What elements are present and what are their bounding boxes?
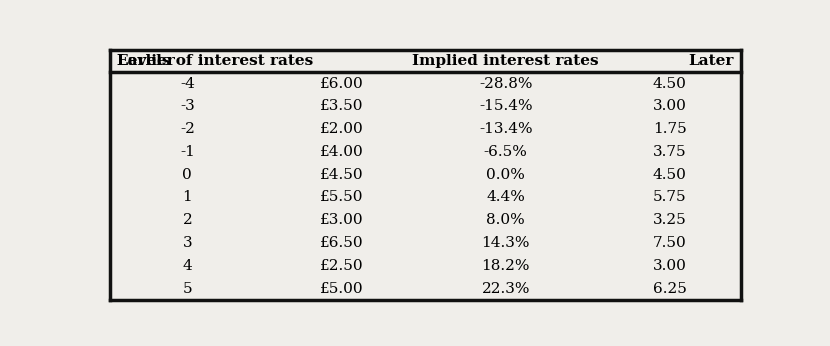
Text: 3: 3	[183, 236, 193, 250]
Text: 6.25: 6.25	[653, 282, 686, 295]
Text: 1: 1	[183, 191, 193, 204]
Text: -3: -3	[180, 99, 195, 113]
Text: 0.0%: 0.0%	[486, 168, 525, 182]
Text: 3.25: 3.25	[653, 213, 686, 227]
Text: 3.00: 3.00	[653, 259, 686, 273]
Text: Implied interest rates: Implied interest rates	[413, 54, 599, 68]
Text: Levels of interest rates: Levels of interest rates	[116, 54, 313, 68]
Text: 5.75: 5.75	[653, 191, 686, 204]
Text: Later: Later	[689, 54, 735, 68]
Text: £5.50: £5.50	[320, 191, 364, 204]
Text: £4.00: £4.00	[320, 145, 364, 159]
Text: 2: 2	[183, 213, 193, 227]
Text: 4.50: 4.50	[653, 77, 686, 91]
Text: £5.00: £5.00	[320, 282, 364, 295]
Text: 18.2%: 18.2%	[481, 259, 530, 273]
Text: 3.00: 3.00	[653, 99, 686, 113]
Text: 4.4%: 4.4%	[486, 191, 525, 204]
Text: 14.3%: 14.3%	[481, 236, 530, 250]
Text: 22.3%: 22.3%	[481, 282, 530, 295]
Text: -2: -2	[180, 122, 195, 136]
Text: £2.00: £2.00	[320, 122, 364, 136]
Text: -15.4%: -15.4%	[479, 99, 533, 113]
Text: -4: -4	[180, 77, 195, 91]
Text: £6.00: £6.00	[320, 77, 364, 91]
Text: 1.75: 1.75	[653, 122, 686, 136]
Text: £4.50: £4.50	[320, 168, 364, 182]
Text: -13.4%: -13.4%	[479, 122, 533, 136]
Text: 0: 0	[183, 168, 193, 182]
Text: £6.50: £6.50	[320, 236, 364, 250]
Text: Earlier: Earlier	[116, 54, 175, 68]
Text: -1: -1	[180, 145, 195, 159]
Text: £3.00: £3.00	[320, 213, 364, 227]
Text: -6.5%: -6.5%	[484, 145, 528, 159]
Text: 3.75: 3.75	[653, 145, 686, 159]
Text: 4: 4	[183, 259, 193, 273]
Text: 8.0%: 8.0%	[486, 213, 525, 227]
Text: -28.8%: -28.8%	[479, 77, 533, 91]
Text: £2.50: £2.50	[320, 259, 364, 273]
Text: 7.50: 7.50	[653, 236, 686, 250]
Text: 4.50: 4.50	[653, 168, 686, 182]
Text: £3.50: £3.50	[320, 99, 364, 113]
Text: 5: 5	[183, 282, 193, 295]
